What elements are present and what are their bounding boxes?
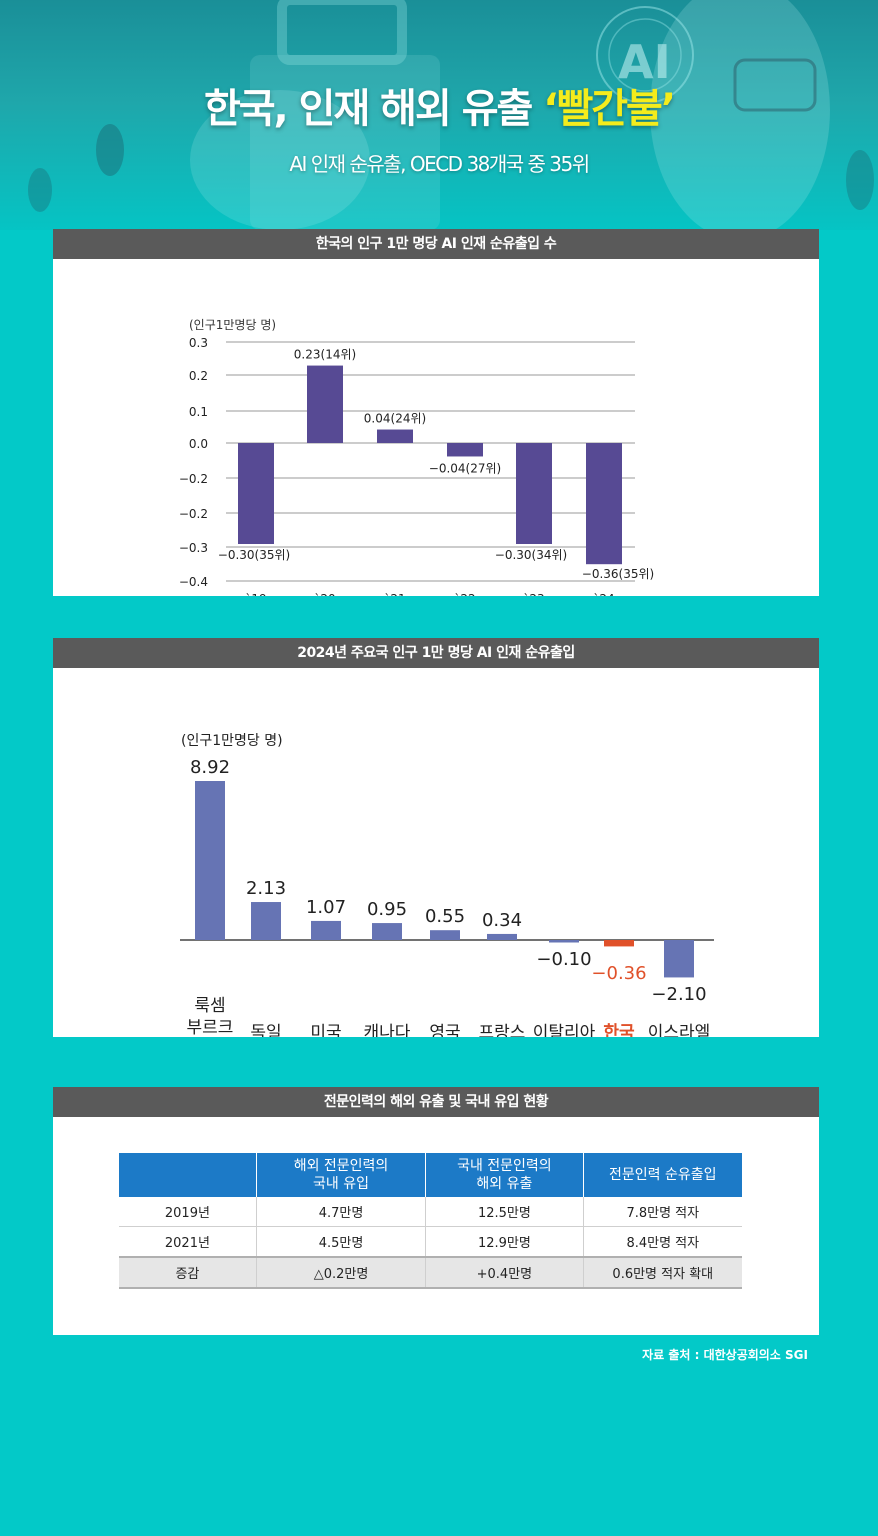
table-header: 전문인력의 해외 유출 및 국내 유입 현황 bbox=[53, 1087, 819, 1117]
chart2-x-tick: 이탈리아 bbox=[533, 1023, 596, 1037]
table-cell: 7.8만명 적자 bbox=[582, 1197, 742, 1227]
chart2-bar bbox=[604, 940, 634, 947]
chart1-data-label: 0.23(14위) bbox=[294, 348, 356, 362]
chart1-bar bbox=[238, 443, 274, 544]
chart1-bar bbox=[307, 365, 343, 443]
chart2-data-label: 1.07 bbox=[306, 897, 346, 918]
table-column-header: 국내 전문인력의 해외 유출 bbox=[425, 1153, 584, 1197]
page-subtitle: AI 인재 순유출, OECD 38개국 중 35위 bbox=[289, 152, 590, 176]
chart2-data-label: −0.10 bbox=[536, 949, 591, 970]
chart2-data-label: 0.34 bbox=[482, 910, 522, 931]
chart1-y-tick: 0.3 bbox=[189, 336, 208, 350]
chart1-bar bbox=[586, 443, 622, 565]
table-cell: 증감 bbox=[119, 1256, 257, 1289]
chart1-x-tick: `23 bbox=[523, 592, 544, 596]
table-cell: 12.5만명 bbox=[425, 1197, 584, 1227]
title-highlight: ‘빨간불’ bbox=[543, 86, 676, 132]
table-cell: +0.4만명 bbox=[425, 1256, 584, 1289]
chart2-bar bbox=[430, 930, 460, 940]
chart1-x-tick: `19 bbox=[245, 592, 266, 596]
chart2-x-tick: 독일 bbox=[250, 1023, 281, 1037]
chart1-y-tick: −0.2 bbox=[179, 507, 208, 521]
chart2-bar bbox=[251, 902, 281, 940]
chart1-unit-label: (인구1만명당 명) bbox=[189, 318, 276, 332]
hero-banner: AI bbox=[0, 0, 878, 230]
chart2-x-tick: 캐나다 bbox=[364, 1023, 411, 1037]
chart1-panel: 한국의 인구 1만 명당 AI 인재 순유출입 수 (인구1만명당 명) 0.3 0… bbox=[53, 229, 819, 606]
chart1-data-label: −0.30(34위) bbox=[495, 548, 567, 562]
chart2-x-tick: 이스라엘 bbox=[648, 1023, 711, 1037]
chart2-x-tick: 미국 bbox=[310, 1023, 341, 1037]
chart2-bar bbox=[372, 923, 402, 940]
chart1-data-label: −0.30(35위) bbox=[218, 548, 290, 562]
table-row: 2021년 4.5만명 12.9만명 8.4만명 적자 bbox=[119, 1226, 742, 1258]
chart1-x-tick: `21 bbox=[384, 592, 405, 596]
table-column-header: 전문인력 순유출입 bbox=[582, 1153, 742, 1197]
table-cell: 0.6만명 적자 확대 bbox=[582, 1256, 742, 1289]
chart1-data-label: −0.36(35위) bbox=[582, 567, 654, 581]
chart2-x-tick: 프랑스 bbox=[479, 1023, 526, 1037]
table-cell: △0.2만명 bbox=[255, 1256, 426, 1289]
chart2-data-label: 0.95 bbox=[367, 899, 407, 920]
chart1-y-tick: −0.2 bbox=[179, 472, 208, 486]
table-panel: 전문인력의 해외 유출 및 국내 유입 현황 해외 전문인력의 국내 유입 국내 전… bbox=[53, 1087, 819, 1335]
table-cell: 4.5만명 bbox=[255, 1226, 426, 1258]
chart2-data-label: 2.13 bbox=[246, 878, 286, 899]
svg-text:AI: AI bbox=[618, 35, 671, 89]
chart1-y-tick: −0.4 bbox=[179, 575, 208, 589]
talent-flow-table: 해외 전문인력의 국내 유입 국내 전문인력의 해외 유출 전문인력 순유출입 2019… bbox=[119, 1153, 742, 1289]
table-cell: 12.9만명 bbox=[425, 1226, 584, 1258]
chart1-header: 한국의 인구 1만 명당 AI 인재 순유출입 수 bbox=[53, 229, 819, 259]
table-cell: 8.4만명 적자 bbox=[582, 1226, 742, 1258]
chart2-svg: (인구1만명당 명) 8.92 룩셈 부르크 2.13 독일 1.07 미국 0.95 캐나다 0.… bbox=[180, 733, 714, 1043]
chart2-unit-label: (인구1만명당 명) bbox=[181, 733, 283, 749]
chart2-x-tick: 영국 bbox=[429, 1023, 460, 1037]
chart1-y-tick: 0.2 bbox=[189, 369, 208, 383]
chart2-bar bbox=[487, 933, 517, 940]
chart1-y-tick: 0.1 bbox=[189, 405, 208, 419]
chart1-bar bbox=[447, 443, 483, 457]
source-note: 자료 출처 : 대한상공회의소 SGI bbox=[642, 1348, 808, 1362]
chart1-y-tick: −0.3 bbox=[179, 541, 208, 555]
chart1-bar bbox=[377, 429, 413, 443]
chart1-bar bbox=[516, 443, 552, 544]
hero-ai-text: AI bbox=[618, 35, 671, 89]
chart1-x-tick: `20 bbox=[314, 592, 335, 596]
table-column-header bbox=[119, 1153, 257, 1197]
chart1-x-tick: `22 bbox=[454, 592, 475, 596]
chart1-y-tick: 0.0 bbox=[189, 437, 208, 451]
chart2-x-tick: 한국 bbox=[603, 1023, 635, 1037]
title-main: 한국, 인재 해외 유출 bbox=[203, 86, 544, 132]
chart1-svg: (인구1만명당 명) 0.3 0.2 0.1 0.0 −0.2 −0.2 −0.3 −0.4 −0… bbox=[179, 318, 654, 606]
chart2-data-label: 8.92 bbox=[190, 757, 230, 778]
chart2-x-tick: 룩셈 부르크 bbox=[187, 996, 234, 1037]
table-cell: 4.7만명 bbox=[255, 1197, 426, 1227]
chart2-bar bbox=[664, 940, 694, 978]
hero-background-art bbox=[28, 0, 874, 230]
chart2-bar bbox=[311, 920, 341, 940]
chart1-x-tick: `24 bbox=[593, 592, 614, 596]
chart2-header: 2024년 주요국 인구 1만 명당 AI 인재 순유출입 bbox=[53, 638, 819, 668]
table-row: 2019년 4.7만명 12.5만명 7.8만명 적자 bbox=[119, 1197, 742, 1227]
page-title: 한국, 인재 해외 유출 ‘빨간불’ bbox=[0, 76, 878, 134]
chart2-bar bbox=[195, 781, 225, 940]
chart2-data-label: −0.36 bbox=[591, 963, 646, 984]
table-cell: 2021년 bbox=[119, 1226, 257, 1258]
table-header-row: 해외 전문인력의 국내 유입 국내 전문인력의 해외 유출 전문인력 순유출입 bbox=[119, 1153, 742, 1197]
chart1-data-label: 0.04(24위) bbox=[364, 412, 426, 426]
chart1-data-label: −0.04(27위) bbox=[429, 461, 501, 475]
table-body: 2019년 4.7만명 12.5만명 7.8만명 적자 2021년 4.5만명 12.9만명… bbox=[119, 1197, 742, 1289]
chart2-data-label: 0.55 bbox=[425, 906, 465, 927]
chart2-panel: 2024년 주요국 인구 1만 명당 AI 인재 순유출입 (인구1만명당 명)… bbox=[53, 638, 819, 1043]
chart2-data-label: −2.10 bbox=[651, 984, 706, 1005]
chart2-bar bbox=[549, 940, 579, 943]
table-row: 증감 △0.2만명 +0.4만명 0.6만명 적자 확대 bbox=[119, 1256, 742, 1289]
table-cell: 2019년 bbox=[119, 1197, 257, 1227]
table-column-header: 해외 전문인력의 국내 유입 bbox=[255, 1153, 426, 1197]
